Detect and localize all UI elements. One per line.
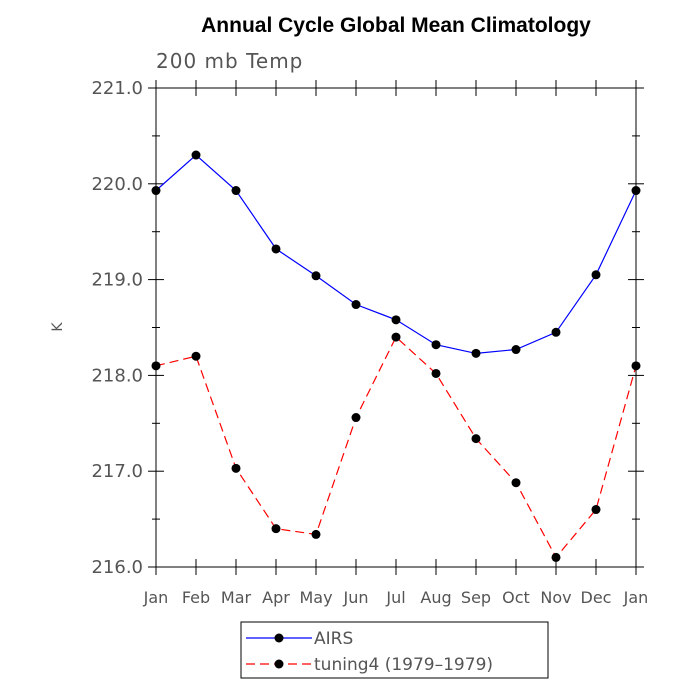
chart-title: Annual Cycle Global Mean Climatology [201,14,591,37]
y-tick-label: 217.0 [91,461,143,482]
data-point-1-6 [391,332,401,342]
data-point-0-4 [311,271,321,281]
x-tick-label: Oct [502,588,530,607]
x-tick-label: Feb [182,588,210,607]
data-point-1-3 [271,524,281,534]
y-tick-label: 220.0 [91,174,143,195]
data-point-0-8 [471,348,481,358]
axis-ticks: 216.0 217.0 218.0 219.0 220.0 221.0 Jan Feb Mar A… [91,78,648,607]
data-point-0-5 [351,300,361,310]
legend-marker-0 [274,633,284,643]
x-tick-label: Jul [385,588,405,607]
x-tick-label: Jan [143,588,169,607]
data-point-1-5 [351,413,361,423]
data-point-0-10 [551,327,561,337]
data-point-0-3 [271,244,281,254]
data-point-0-6 [391,315,401,325]
data-point-1-10 [551,552,561,562]
x-tick-label: Dec [581,588,612,607]
x-tick-label: Mar [221,588,252,607]
data-point-1-11 [591,505,601,515]
data-point-0-1 [191,150,201,160]
x-tick-label: Nov [540,588,571,607]
legend-label-0: AIRS [314,629,353,649]
y-axis-label: K [50,322,66,332]
data-point-0-2 [231,186,241,196]
data-point-1-4 [311,529,321,539]
x-tick-label: Apr [262,588,290,607]
data-point-0-7 [431,340,441,350]
data-point-1-12 [631,361,641,371]
data-point-1-2 [231,463,241,473]
chart-subtitle: 200 mb Temp [156,49,303,73]
legend: AIRS tuning4 (1979–1979) [240,621,549,679]
series-line-1 [155,336,637,559]
plot-frame [155,87,637,568]
data-point-0-12 [631,186,641,196]
y-tick-label: 218.0 [91,365,143,386]
x-tick-label: May [299,588,332,607]
data-point-1-7 [431,368,441,378]
data-point-0-0 [151,186,161,196]
y-tick-label: 219.0 [91,270,143,291]
series-layer [151,150,641,562]
x-tick-label: Jan [623,588,649,607]
x-tick-label: Sep [461,588,491,607]
data-point-0-9 [511,345,521,355]
legend-box [240,621,549,679]
x-tick-label: Aug [420,588,451,607]
data-point-1-0 [151,361,161,371]
legend-marker-1 [274,659,284,669]
data-point-0-11 [591,270,601,280]
legend-label-1: tuning4 (1979–1979) [314,655,493,675]
y-tick-label: 221.0 [91,78,143,99]
x-tick-label: Jun [343,588,369,607]
y-tick-label: 216.0 [91,557,143,578]
data-point-1-1 [191,351,201,361]
data-point-1-8 [471,434,481,444]
data-point-1-9 [511,478,521,488]
